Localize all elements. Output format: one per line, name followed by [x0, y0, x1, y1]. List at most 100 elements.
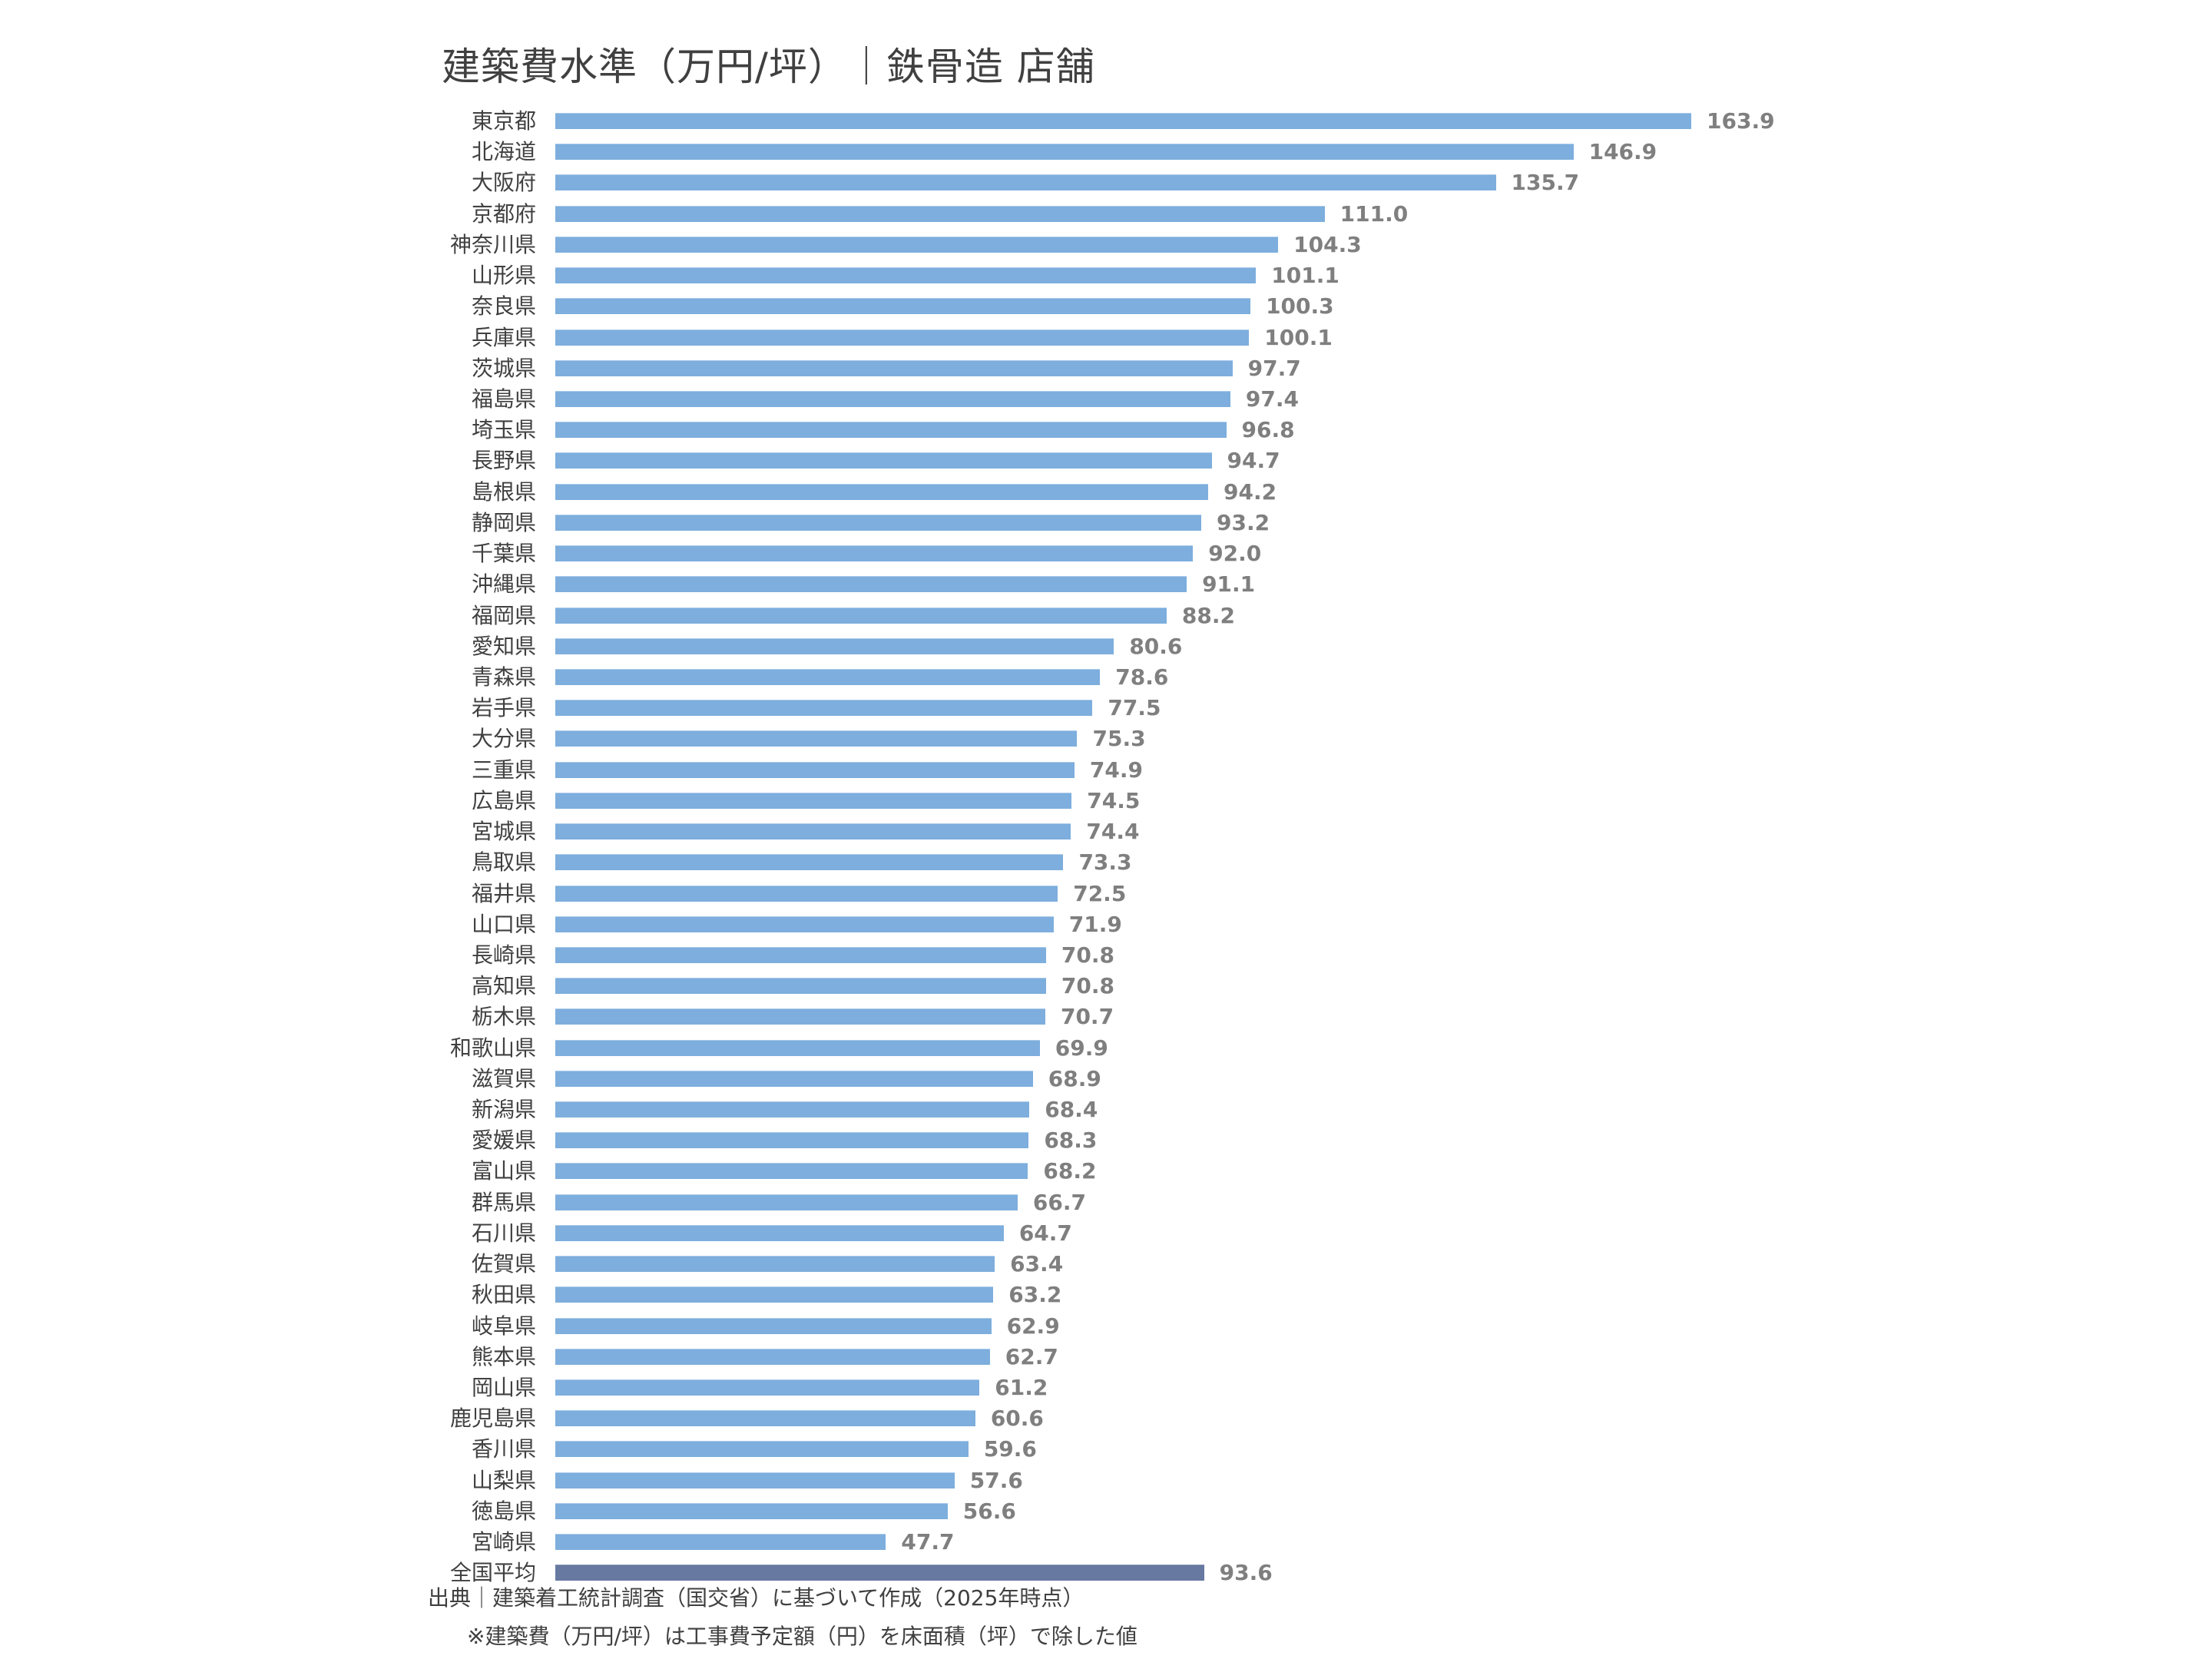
value-label: 64.7 — [1018, 1220, 1072, 1246]
category-label: 長崎県 — [471, 942, 536, 968]
bar-row: 山梨県 57.6 — [0, 1465, 2212, 1496]
bar-row: 岐阜県 62.9 — [0, 1311, 2212, 1342]
bar — [555, 1039, 1040, 1056]
category-label: 神奈川県 — [449, 231, 536, 257]
value-label: 47.7 — [901, 1529, 955, 1555]
bar — [555, 823, 1071, 840]
value-label: 61.2 — [995, 1375, 1048, 1401]
value-label: 96.8 — [1241, 417, 1295, 443]
value-label: 75.3 — [1092, 726, 1146, 752]
bar — [555, 1070, 1033, 1087]
bar — [555, 422, 1227, 439]
category-label: 栃木県 — [471, 1004, 536, 1030]
bar — [555, 267, 1257, 284]
bar — [555, 854, 1064, 871]
bar-row: 富山県 68.2 — [0, 1156, 2212, 1187]
bar — [555, 1348, 990, 1365]
chart-title: 建築費水準（万円/坪）｜鉄骨造 店舗 — [442, 45, 1095, 89]
category-label: 大阪府 — [471, 170, 536, 196]
bar — [555, 545, 1194, 562]
category-label: 香川県 — [471, 1436, 536, 1462]
category-label: 福井県 — [471, 880, 536, 906]
value-label: 59.6 — [983, 1436, 1037, 1462]
category-label: 群馬県 — [471, 1189, 536, 1215]
bar — [555, 1502, 948, 1519]
definition-note: ※建築費（万円/坪）は工事費予定額（円）を床面積（坪）で除した値 — [467, 1624, 1137, 1649]
bar — [555, 144, 1574, 161]
category-label: 愛媛県 — [471, 1128, 536, 1154]
value-label: 100.3 — [1266, 293, 1334, 320]
bar — [555, 1224, 1004, 1241]
value-label: 68.2 — [1043, 1158, 1097, 1184]
category-label: 茨城県 — [471, 355, 536, 381]
value-label: 68.4 — [1045, 1097, 1098, 1123]
category-label: 愛知県 — [471, 633, 536, 659]
bar-row: 鹿児島県 60.6 — [0, 1403, 2212, 1434]
bar-row: 埼玉県 96.8 — [0, 415, 2212, 445]
bar — [555, 1317, 992, 1334]
category-label: 京都府 — [471, 200, 536, 227]
bar — [555, 916, 1054, 932]
bar-row: 東京都 163.9 — [0, 106, 2212, 137]
value-label: 62.9 — [1006, 1313, 1060, 1339]
bar-row: 徳島県 56.6 — [0, 1496, 2212, 1527]
bar-row: 長崎県 70.8 — [0, 940, 2212, 971]
bar — [555, 1256, 995, 1273]
bar-row: 京都府 111.0 — [0, 199, 2212, 230]
bar-row: 岩手県 77.5 — [0, 693, 2212, 724]
category-label: 新潟県 — [471, 1097, 536, 1123]
category-label: 徳島県 — [471, 1498, 536, 1524]
bar — [555, 514, 1202, 531]
bar-row: 全国平均 93.6 — [0, 1558, 2212, 1588]
value-label: 104.3 — [1293, 231, 1362, 257]
category-label: 岩手県 — [471, 695, 536, 721]
bar-row: 静岡県 93.2 — [0, 508, 2212, 538]
value-label: 163.9 — [1707, 108, 1775, 134]
value-label: 68.3 — [1044, 1128, 1098, 1154]
bar-row: 山形県 101.1 — [0, 260, 2212, 291]
value-label: 70.7 — [1060, 1004, 1114, 1030]
bar-row: 茨城県 97.7 — [0, 353, 2212, 384]
bar — [555, 1008, 1045, 1025]
bar — [555, 298, 1251, 315]
category-label: 宮崎県 — [471, 1529, 536, 1555]
bar — [555, 483, 1209, 500]
bar — [555, 390, 1230, 407]
value-label: 94.7 — [1227, 448, 1280, 474]
value-label: 92.0 — [1208, 541, 1262, 567]
bar — [555, 205, 1325, 222]
category-label: 福岡県 — [471, 602, 536, 628]
bar — [555, 1101, 1030, 1118]
category-label: 和歌山県 — [449, 1035, 536, 1061]
category-label: 東京都 — [471, 108, 536, 134]
category-label: 島根県 — [471, 478, 536, 505]
category-label: 岡山県 — [471, 1375, 536, 1401]
value-label: 74.5 — [1087, 787, 1141, 813]
bar — [555, 946, 1046, 963]
value-label: 72.5 — [1073, 880, 1127, 906]
value-label: 93.6 — [1219, 1560, 1273, 1586]
bar — [555, 576, 1187, 593]
bar-row: 奈良県 100.3 — [0, 291, 2212, 322]
bar-row: 秋田県 63.2 — [0, 1280, 2212, 1310]
bar-row: 宮城県 74.4 — [0, 816, 2212, 847]
value-label: 91.1 — [1202, 571, 1256, 598]
bar — [555, 700, 1093, 717]
value-label: 97.4 — [1245, 386, 1299, 412]
value-label: 111.0 — [1339, 200, 1409, 227]
value-label: 135.7 — [1511, 170, 1580, 196]
value-label: 60.6 — [990, 1406, 1044, 1432]
bar-row: 宮崎県 47.7 — [0, 1527, 2212, 1558]
bar-row: 大分県 75.3 — [0, 724, 2212, 754]
category-label: 岐阜県 — [471, 1313, 536, 1339]
bar-row: 沖縄県 91.1 — [0, 569, 2212, 600]
bar-row: 青森県 78.6 — [0, 662, 2212, 693]
bar-row: 和歌山県 69.9 — [0, 1033, 2212, 1064]
bar — [555, 359, 1233, 376]
average-bar — [555, 1565, 1204, 1581]
value-label: 56.6 — [962, 1498, 1016, 1524]
bar — [555, 1194, 1018, 1210]
category-label: 鳥取県 — [471, 849, 536, 876]
bar-row: 愛媛県 68.3 — [0, 1125, 2212, 1156]
value-label: 62.7 — [1005, 1343, 1058, 1369]
